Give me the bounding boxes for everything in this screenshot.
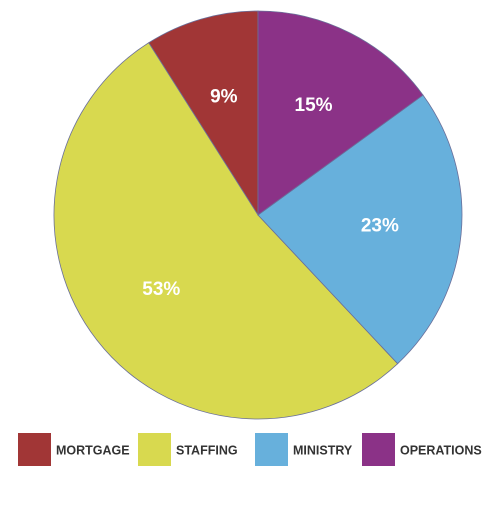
legend-swatch [255, 433, 288, 466]
pie-slice [148, 10, 259, 217]
legend-label: MINISTRY [293, 443, 353, 457]
pie-slice [53, 42, 399, 420]
slice-label: 53% [142, 279, 180, 300]
legend-swatch [362, 433, 395, 466]
legend-label: STAFFING [176, 443, 238, 457]
legend-swatch [138, 433, 171, 466]
pie-slice [257, 94, 463, 365]
slice-label: 23% [361, 216, 399, 237]
legend-swatch [18, 433, 51, 466]
legend-label: MORTGAGE [56, 443, 130, 457]
slice-label: 15% [295, 95, 333, 116]
legend-label: OPERATIONS [400, 443, 482, 457]
pie-slice [257, 10, 424, 216]
slice-label: 9% [210, 86, 238, 107]
